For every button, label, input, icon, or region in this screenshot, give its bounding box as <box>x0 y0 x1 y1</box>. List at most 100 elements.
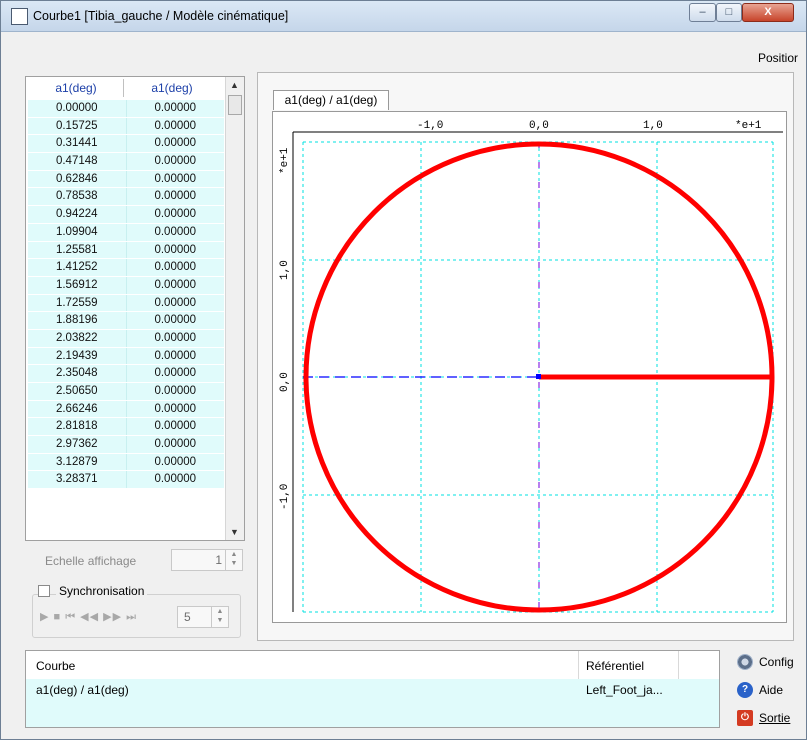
column-divider <box>578 651 579 679</box>
table-row[interactable]: 2.81818 0.00000 <box>28 418 225 437</box>
window-title: Courbe1 [Tibia_gauche / Modèle cinématiq… <box>33 9 289 23</box>
table-row[interactable]: 0.94224 0.00000 <box>28 206 224 224</box>
cell-y: 0.00000 <box>125 365 225 382</box>
cell-y: 0.00000 <box>125 400 225 418</box>
table-row[interactable]: 2.50650 0.00000 <box>28 383 224 401</box>
cell-x: 1.41252 <box>55 261 98 274</box>
table-row[interactable]: 2.35048 0.00000 <box>28 365 224 383</box>
table-row[interactable]: 0.31441 0.00000 <box>28 135 224 154</box>
position-label: Positior <box>758 51 799 65</box>
table-row[interactable]: 1.88196 0.00000 <box>28 312 224 330</box>
x-multiplier: *e+1 <box>735 120 762 132</box>
header-referentiel[interactable]: Référentiel <box>586 659 645 673</box>
maximize-button[interactable]: □ <box>716 3 742 22</box>
media-controls[interactable]: ▶ ■ ⏮ ◀◀ ▶▶ ⏭ <box>40 611 138 623</box>
spin-arrows-icon[interactable]: ▲ ▼ <box>211 607 228 627</box>
cell-x: 0.15725 <box>55 119 98 132</box>
table-row[interactable]: 0.00000 0.00000 <box>28 100 224 118</box>
y-tick-label: -1,0 <box>279 484 291 510</box>
y-tick-label: 1,0 <box>279 260 291 280</box>
config-button[interactable]: Config <box>737 654 794 670</box>
cell-x: 2.03822 <box>55 331 98 344</box>
cell-y: 0.00000 <box>125 100 225 117</box>
table-scrollbar[interactable]: ▲ ▼ <box>225 77 244 540</box>
spin-arrows-icon[interactable]: ▲ ▼ <box>225 550 242 570</box>
table-row[interactable]: 3.12879 0.00000 <box>28 453 224 472</box>
table-row[interactable]: 2.66246 0.00000 <box>28 400 225 419</box>
cell-x: 1.09904 <box>55 225 98 238</box>
echelle-value[interactable]: 1 <box>215 553 222 567</box>
sortie-label: Sortie <box>759 711 791 725</box>
close-button[interactable]: X <box>742 3 794 22</box>
scroll-up-icon[interactable]: ▲ <box>230 80 239 90</box>
table-row[interactable]: 0.47148 0.00000 <box>28 153 224 171</box>
cell-y: 0.00000 <box>125 259 225 276</box>
cell-x: 3.12879 <box>55 455 98 468</box>
y-multiplier: *e+1 <box>279 147 291 174</box>
power-icon: ⏻ <box>737 710 753 726</box>
echelle-label: Echelle affichage <box>45 554 137 568</box>
table-row[interactable]: 1.41252 0.00000 <box>28 259 224 277</box>
cell-y: 0.00000 <box>125 436 225 453</box>
cell-y: 0.00000 <box>125 347 225 365</box>
sync-stepper[interactable]: 5 ▲ ▼ <box>177 606 229 628</box>
column-divider <box>678 651 679 679</box>
config-label: Config <box>759 655 794 669</box>
table-row[interactable]: a1(deg) / a1(deg) Left_Foot_ja... <box>26 679 719 727</box>
x-tick-label: 1,0 <box>643 120 663 132</box>
row-courbe: a1(deg) / a1(deg) <box>36 683 129 697</box>
table-row[interactable]: 0.78538 0.00000 <box>28 188 225 207</box>
cell-y: 0.00000 <box>125 188 225 206</box>
data-table[interactable]: a1(deg) a1(deg) 0.00000 0.00000 0.15725 0.0… <box>25 76 245 541</box>
table-row[interactable]: 0.62846 0.00000 <box>28 170 225 189</box>
cell-y: 0.00000 <box>125 153 225 170</box>
table-row[interactable]: 2.97362 0.00000 <box>28 436 224 454</box>
row-referentiel: Left_Foot_ja... <box>586 683 663 697</box>
scroll-down-icon[interactable]: ▼ <box>230 527 239 537</box>
plot-area[interactable]: -1,0 0,0 1,0 *e+1 1,0 0,0 -1,0 *e+1 <box>272 111 787 623</box>
aide-label: Aide <box>759 683 784 697</box>
sync-checkbox[interactable] <box>38 585 50 597</box>
gear-icon <box>737 654 753 670</box>
help-icon: ? <box>737 682 753 698</box>
cell-x: 2.35048 <box>55 367 98 380</box>
cell-y: 0.00000 <box>125 471 225 489</box>
x-tick-label: -1,0 <box>417 120 443 132</box>
table-row[interactable]: 2.03822 0.00000 <box>28 329 224 348</box>
table-row[interactable]: 1.72559 0.00000 <box>28 294 224 313</box>
x-tick-label: 0,0 <box>529 120 549 132</box>
table-row[interactable]: 2.19439 0.00000 <box>28 347 225 366</box>
cell-y: 0.00000 <box>125 223 225 241</box>
table-row[interactable]: 0.15725 0.00000 <box>28 117 224 136</box>
cell-x: 1.88196 <box>55 314 98 327</box>
table-row[interactable]: 1.25581 0.00000 <box>28 241 225 260</box>
aide-button[interactable]: ? Aide <box>737 682 783 698</box>
sortie-button[interactable]: ⏻ Sortie <box>737 710 790 726</box>
plot-svg: -1,0 0,0 1,0 *e+1 1,0 0,0 -1,0 *e+1 <box>279 120 783 613</box>
table-rows: 0.00000 0.00000 0.15725 0.00000 0.31441 0.000… <box>28 100 224 540</box>
cell-x: 0.78538 <box>55 190 98 203</box>
column-header-x[interactable]: a1(deg) <box>55 81 97 95</box>
column-header-y[interactable]: a1(deg) <box>151 81 193 95</box>
cell-y: 0.00000 <box>125 418 225 436</box>
minimize-button[interactable]: – <box>689 3 716 22</box>
header-courbe[interactable]: Courbe <box>36 659 76 673</box>
cell-x: 0.00000 <box>55 102 98 114</box>
table-row[interactable]: 3.28371 0.00000 <box>28 471 225 490</box>
cell-x: 2.66246 <box>55 402 98 415</box>
cell-y: 0.00000 <box>125 312 225 329</box>
cell-y: 0.00000 <box>125 170 225 188</box>
table-row[interactable]: 1.09904 0.00000 <box>28 223 225 242</box>
echelle-stepper[interactable]: 1 ▲ ▼ <box>171 549 243 571</box>
scroll-thumb[interactable] <box>228 95 242 115</box>
cell-x: 1.56912 <box>55 278 98 291</box>
cell-x: 3.28371 <box>55 473 98 486</box>
sync-value[interactable]: 5 <box>184 610 191 624</box>
origin-marker <box>536 374 541 379</box>
cell-y: 0.00000 <box>125 241 225 259</box>
cell-x: 2.97362 <box>55 438 98 451</box>
tab-plot[interactable]: a1(deg) / a1(deg) <box>273 90 389 110</box>
curves-table[interactable]: Courbe Référentiel a1(deg) / a1(deg) Lef… <box>25 650 720 728</box>
table-row[interactable]: 1.56912 0.00000 <box>28 276 224 295</box>
title-bar: Courbe1 [Tibia_gauche / Modèle cinématiq… <box>1 1 806 32</box>
